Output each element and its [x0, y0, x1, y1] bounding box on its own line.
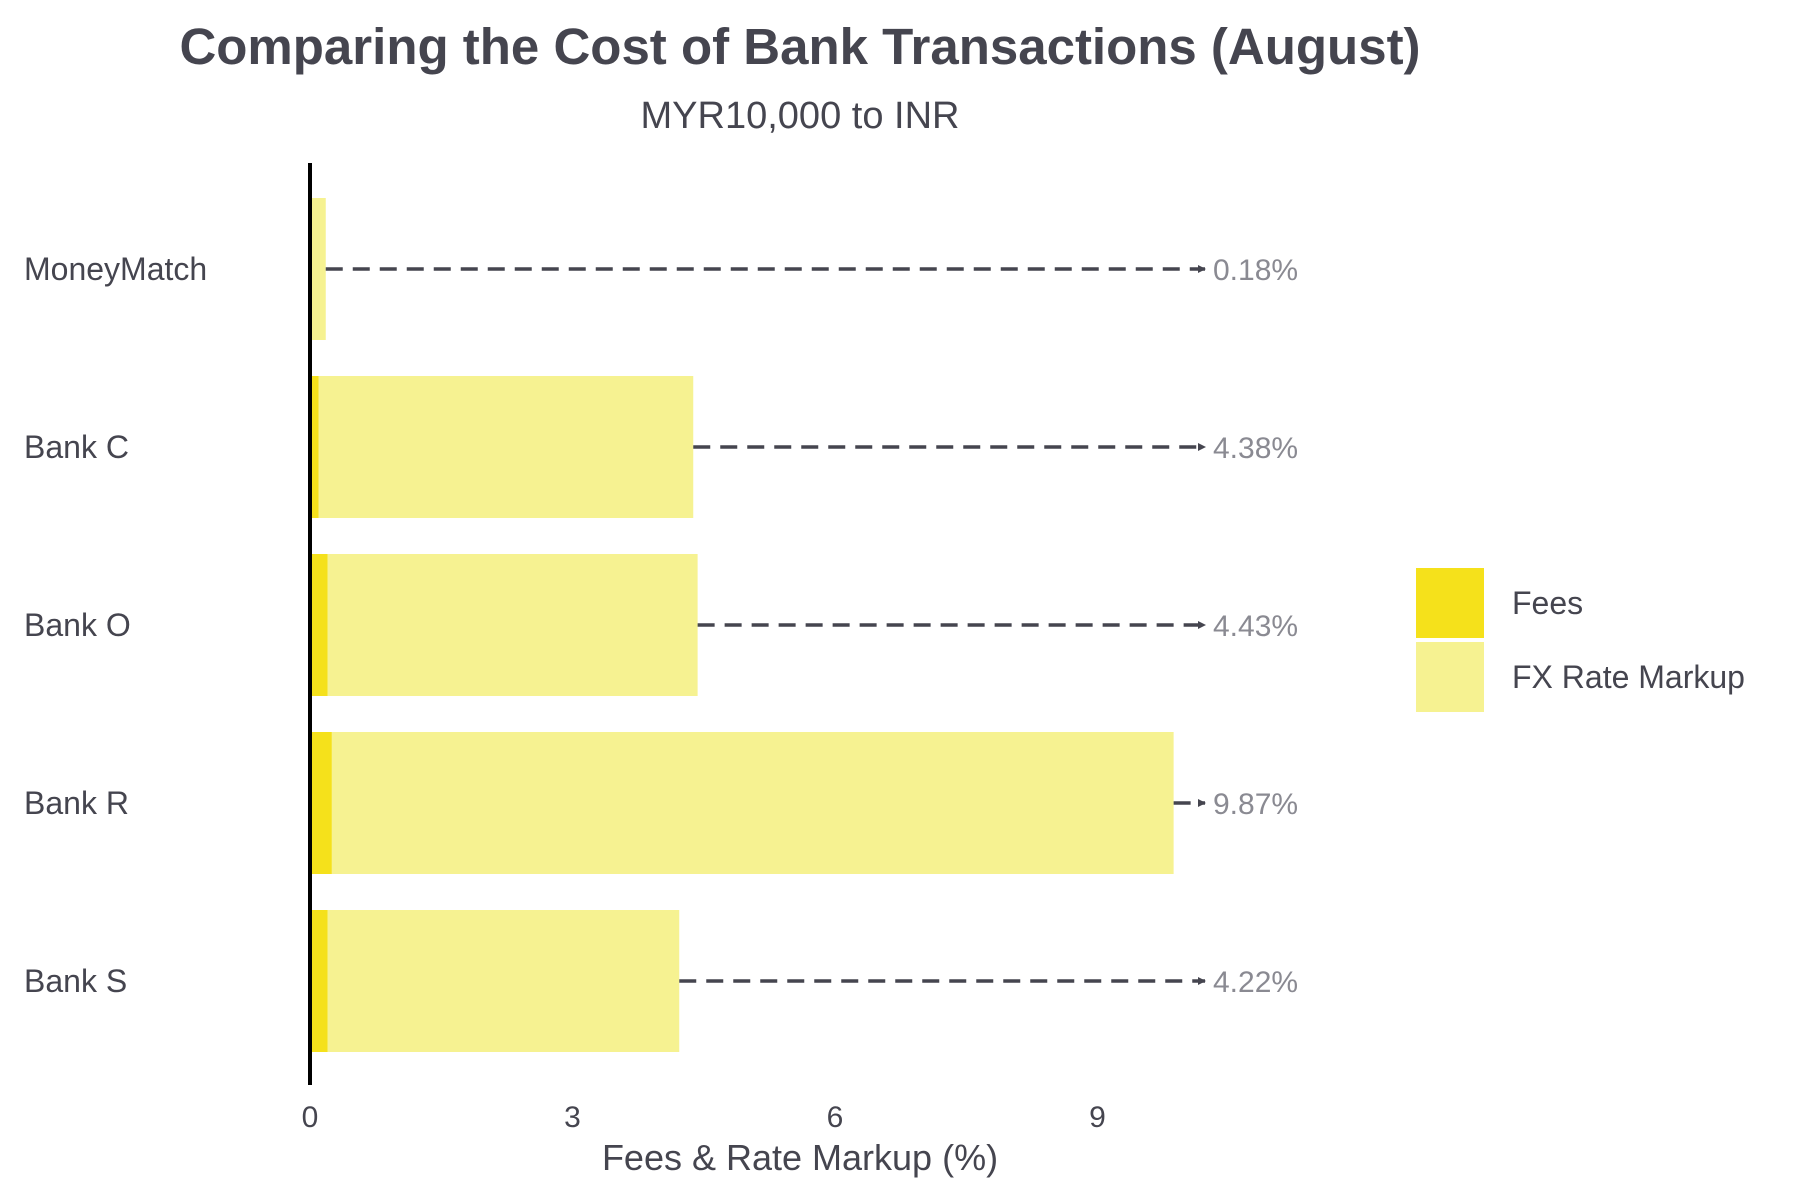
category-label-bank-s: Bank S: [24, 963, 127, 999]
bar-bank-c-fees: [310, 376, 319, 518]
legend-label-fx-rate-markup: FX Rate Markup: [1512, 659, 1745, 695]
total-arrows-layer: [325, 265, 1206, 985]
bar-bank-s-fees: [310, 910, 328, 1052]
x-tick-label: 3: [564, 1101, 581, 1134]
bars-layer: [310, 198, 1174, 1052]
category-label-moneymatch: MoneyMatch: [24, 251, 207, 287]
bar-moneymatch-fx-rate-markup: [310, 198, 326, 340]
total-label-bank-c: 4.38%: [1213, 432, 1298, 465]
legend: Fees FX Rate Markup: [1416, 568, 1745, 712]
x-ticks-layer: 0 3 6 9: [302, 1101, 1106, 1134]
legend-swatch-fees: [1416, 568, 1484, 638]
legend-swatch-fx-rate-markup: [1416, 642, 1484, 712]
labels-layer: MoneyMatch 0.18% Bank C 4.38% Bank O 4.43% Ban…: [24, 251, 1298, 999]
total-label-bank-r: 9.87%: [1213, 788, 1298, 821]
chart-title: Comparing the Cost of Bank Transactions …: [179, 18, 1420, 75]
total-label-moneymatch: 0.18%: [1213, 254, 1298, 287]
x-tick-label: 0: [302, 1101, 319, 1134]
x-tick-label: 6: [827, 1101, 844, 1134]
bar-bank-r-fees: [310, 732, 332, 874]
x-tick-label: 9: [1089, 1101, 1106, 1134]
bar-bank-r-fx-rate-markup: [331, 732, 1174, 874]
category-label-bank-c: Bank C: [24, 429, 129, 465]
chart-subtitle: MYR10,000 to INR: [641, 95, 960, 137]
total-label-bank-s: 4.22%: [1213, 966, 1298, 999]
total-label-bank-o: 4.43%: [1213, 610, 1298, 643]
category-label-bank-o: Bank O: [24, 607, 131, 643]
bar-bank-c-fx-rate-markup: [318, 376, 694, 518]
bar-bank-o-fx-rate-markup: [327, 554, 698, 696]
legend-label-fees: Fees: [1512, 585, 1583, 621]
bar-bank-s-fx-rate-markup: [327, 910, 680, 1052]
x-axis-title: Fees & Rate Markup (%): [602, 1137, 998, 1178]
category-label-bank-r: Bank R: [24, 785, 129, 821]
bar-bank-o-fees: [310, 554, 328, 696]
